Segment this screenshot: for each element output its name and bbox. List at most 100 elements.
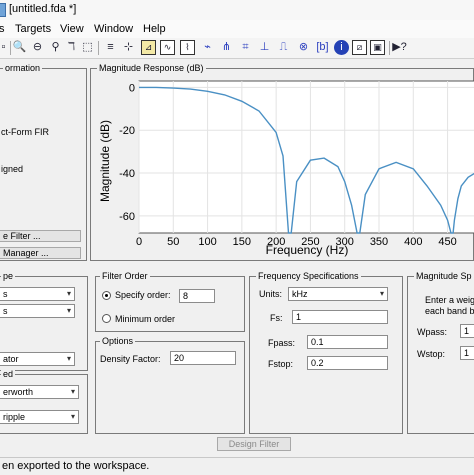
fs-input[interactable]: 1 [292,310,388,324]
select-value: erworth [3,387,34,397]
chevron-down-icon: ▾ [70,412,75,421]
phase-response-icon[interactable]: ⌇ [180,40,195,55]
select-value: s [3,289,8,299]
instructions-line-1: Enter a weig [425,295,474,305]
round-off-icon[interactable]: ▣ [370,40,385,55]
wstop-label: Wstop: [417,349,446,359]
magnitude-response-panel: Magnitude Response (dB) 0 50 100 150 200 250 3… [90,63,474,261]
chevron-down-icon: ▾ [66,289,71,298]
plot-area [138,80,474,234]
wstop-input[interactable]: 1 [460,346,474,360]
menu-item-view[interactable]: View [60,23,84,35]
density-factor-input[interactable]: 20 [170,351,236,365]
menu-item-file[interactable]: s [0,23,5,35]
density-factor-label: Density Factor: [100,354,161,364]
x-tick-label: 350 [370,236,388,248]
grid-icon[interactable]: ⊹ [123,41,134,53]
fstop-input[interactable]: 0.2 [307,356,388,370]
zoom-in-icon[interactable]: 🔍 [12,41,27,53]
phase-delay-icon[interactable]: ⌗ [242,41,249,53]
fpass-input[interactable]: 0.1 [307,335,388,349]
menu-item-help[interactable]: Help [143,23,166,35]
panel-title: Options [100,336,136,346]
toolbar-separator [389,41,390,55]
current-filter-info-panel: ormation ct-Form FIR igned e Filter ... … [0,63,87,261]
wpass-label: Wpass: [417,327,448,337]
design-method-select[interactable]: ator ▾ [0,352,75,366]
y-axis-label: Magnitude (dB) [98,120,112,202]
fstop-label: Fstop: [268,359,294,369]
toolbar-separator [98,41,99,55]
group-delay-icon[interactable]: ⋔ [221,41,232,53]
panel-title: ormation [3,63,43,73]
x-tick-label: 300 [336,236,354,248]
mag-phase-icon[interactable]: ⌁ [204,41,211,53]
iir-method-select[interactable]: erworth ▾ [0,385,79,399]
title-bar: [untitled.fda *] [0,0,474,21]
app-icon [0,3,6,17]
status-bar: en exported to the workspace. [0,457,474,475]
chevron-down-icon: ▾ [66,354,71,363]
design-filter-button[interactable]: Design Filter [217,437,291,451]
status-text: en exported to the workspace. [2,460,150,472]
panel-title: ed [1,369,16,379]
x-tick-label: 50 [167,236,179,248]
information-icon[interactable]: i [334,40,349,55]
minimum-order-label: Minimum order [115,314,176,324]
panel-title: Magnitude Response (dB) [97,63,206,73]
fs-label: Fs: [270,313,283,323]
menu-item-window[interactable]: Window [94,23,134,35]
pole-zero-icon[interactable]: ⊗ [298,41,309,53]
chevron-down-icon: ▾ [66,306,71,315]
minimum-order-radio[interactable] [102,314,111,323]
wpass-input[interactable]: 1 [460,324,474,338]
coefficients-icon[interactable]: [b] [316,41,329,53]
magnitude-response-icon[interactable]: ∿ [160,40,175,55]
fir-method-select[interactable]: ripple ▾ [0,410,79,424]
y-tick-label: -60 [119,211,135,223]
order-input[interactable]: 8 [179,289,215,303]
y-tick-label: 0 [129,82,135,94]
units-label: Units: [259,289,283,299]
specify-order-radio[interactable] [102,291,111,300]
instructions-line-2: each band b [425,306,474,316]
filter-specs-icon[interactable]: ⊿ [141,40,156,55]
save-icon[interactable]: ▫ [1,41,6,53]
zoom-out-icon[interactable]: ⊖ [32,41,43,53]
magnitude-curve [139,86,474,234]
response-type-select-1[interactable]: s ▾ [0,287,75,301]
select-value: kHz [292,289,308,299]
chevron-down-icon: ▾ [70,387,75,396]
zoom-y-icon[interactable]: ℸ [67,41,76,53]
toolbar: ▫ 🔍 ⊖ ⚲ ℸ ⬚ ≡ ⊹ ⊿ ∿ ⌇ ⌁ ⋔ ⌗ ⊥ ⎍ ⊗ [b] i … [0,38,474,59]
filter-order-panel: Filter Order Specify order: 8 Minimum or… [95,271,245,332]
x-tick-label: 150 [233,236,251,248]
whats-this-help-icon[interactable]: ▶? [392,41,407,53]
units-select[interactable]: kHz ▾ [288,287,388,301]
response-type-select-2[interactable]: s ▾ [0,304,75,318]
select-value: ator [3,354,19,364]
chevron-down-icon: ▾ [379,289,384,298]
x-tick-label: 0 [136,236,142,248]
panel-title: Filter Order [100,271,150,281]
impulse-response-icon[interactable]: ⊥ [259,41,270,53]
frequency-specifications-panel: Frequency Specifications Units: kHz ▾ Fs… [249,271,403,434]
x-axis-label: Frequency (Hz) [266,243,349,257]
cost-icon[interactable]: ⧄ [352,40,367,55]
full-view-icon[interactable]: ⬚ [82,41,93,53]
select-value: s [3,306,8,316]
x-tick-label: 200 [267,236,285,248]
legend-icon[interactable]: ≡ [107,41,114,53]
step-response-icon[interactable]: ⎍ [279,41,288,53]
convert-structure-button[interactable]: e Filter ... [0,230,81,242]
filter-manager-button[interactable]: Manager ... [0,247,81,259]
x-tick-label: 450 [438,236,456,248]
panel-title: pe [1,271,16,281]
menu-item-targets[interactable]: Targets [15,23,52,35]
response-type-panel: pe s ▾ s ▾ ator ▾ [0,271,88,371]
y-tick-label: -20 [119,125,135,137]
options-panel: Options Density Factor: 20 [95,336,245,434]
structure-text: ct-Form FIR [1,127,49,137]
y-tick-label: -40 [119,168,135,180]
zoom-x-icon[interactable]: ⚲ [51,41,60,53]
